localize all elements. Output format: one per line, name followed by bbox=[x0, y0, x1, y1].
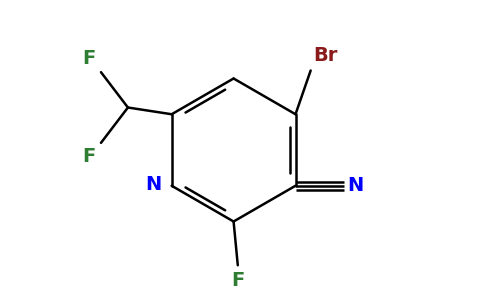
Text: N: N bbox=[145, 175, 162, 194]
Text: F: F bbox=[231, 271, 244, 290]
Text: Br: Br bbox=[313, 46, 337, 65]
Text: F: F bbox=[82, 49, 95, 68]
Text: F: F bbox=[82, 147, 95, 166]
Text: N: N bbox=[348, 176, 364, 195]
